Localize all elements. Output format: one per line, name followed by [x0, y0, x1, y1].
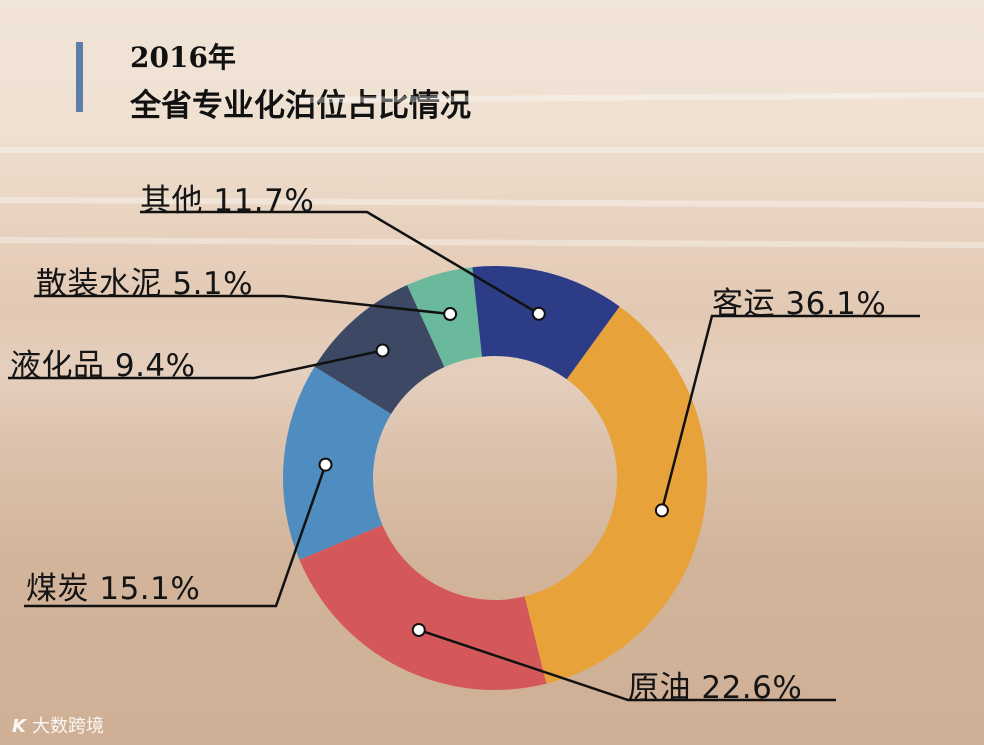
leader-line-其他 [140, 210, 540, 315]
watermark-logo-icon: K [12, 716, 26, 737]
label-客运: 客运 36.1% [712, 278, 886, 323]
label-text-原油: 原油 22.6% [628, 670, 803, 706]
leader-dot-其他 [531, 306, 546, 321]
leader-line-散装水泥 [34, 294, 451, 316]
label-text-客运: 客运 36.1% [712, 286, 887, 322]
label-text-液化品: 液化品 9.4% [10, 348, 196, 384]
leader-line-煤炭 [24, 464, 327, 608]
label-原油: 原油 22.6% [628, 662, 802, 707]
leader-dot-煤炭 [318, 457, 333, 472]
watermark-text: 大数跨境 [31, 716, 104, 737]
label-text-煤炭: 煤炭 15.1% [26, 571, 201, 607]
label-text-散装水泥: 散装水泥 5.1% [36, 266, 254, 302]
title-accent-bar [76, 42, 83, 112]
slice-原油 [299, 525, 547, 690]
leader-dot-客运 [654, 503, 669, 518]
title-year: 2016年 [130, 41, 236, 74]
label-散装水泥: 散装水泥 5.1% [36, 258, 253, 303]
leader-line-客运 [660, 314, 920, 511]
label-煤炭: 煤炭 15.1% [26, 563, 200, 608]
background-structure [0, 92, 984, 248]
leader-dot-原油 [411, 622, 426, 637]
chart-title: 全省专业化泊位占比情况 [130, 88, 471, 124]
leader-dot-液化品 [375, 343, 390, 358]
watermark: K 大数跨境 [12, 712, 104, 738]
leader-dot-散装水泥 [443, 307, 458, 322]
leader-line-原油 [418, 628, 836, 702]
slice-其他 [472, 265, 620, 380]
label-其他: 其他 11.7% [140, 175, 314, 220]
leader-line-液化品 [8, 349, 383, 380]
slice-客运 [524, 306, 707, 684]
label-液化品: 液化品 9.4% [10, 340, 196, 385]
label-text-其他: 其他 11.7% [140, 183, 315, 219]
